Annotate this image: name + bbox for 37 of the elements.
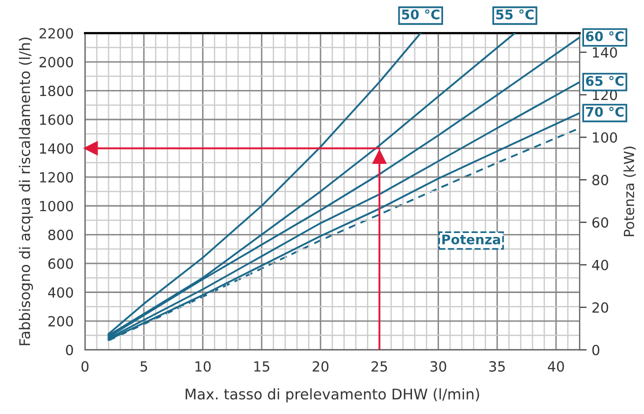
series-label: 50 °C: [402, 9, 440, 20]
y2-tick-label: 20: [592, 302, 608, 313]
y-tick-label: 2200: [40, 28, 73, 39]
y2-tick-label: 60: [592, 217, 608, 228]
x-tick-label: 10: [195, 361, 211, 372]
series-label: 60 °C: [586, 31, 624, 42]
x-axis-title: Max. tasso di prelevamento DHW (l/min): [186, 388, 480, 402]
y-tick-label: 600: [48, 258, 73, 269]
x-tick-label: 40: [548, 361, 564, 372]
x-tick-label: 15: [254, 361, 270, 372]
y2-tick-label: 0: [592, 344, 600, 356]
y-tick-label: 1200: [40, 172, 73, 183]
x-tick-label: 20: [312, 361, 328, 372]
y2-tick-label: 40: [592, 260, 608, 270]
y2-tick-label: 80: [592, 174, 608, 186]
series-label: 65 °C: [586, 76, 624, 86]
y-tick-label: 1800: [40, 86, 73, 96]
series-label: 70 °C: [586, 106, 624, 117]
x-tick-label: 35: [489, 361, 505, 372]
y2-tick-label: 140: [592, 47, 617, 58]
x-tick-label: 5: [140, 361, 148, 372]
y-tick-label: 800: [48, 230, 73, 240]
y-axis-title: Fabbisogno di acqua di riscaldamento (l/h): [18, 38, 33, 346]
y-tick-label: 2000: [40, 56, 73, 68]
y-tick-label: 0: [66, 344, 73, 356]
x-tick-label: 25: [372, 361, 388, 372]
text: Potenza: [442, 234, 500, 244]
y2-tick-label: 100: [592, 132, 617, 143]
y-tick-label: 400: [48, 287, 73, 298]
y-tick-label: 1000: [40, 200, 73, 212]
y-tick-label: 200: [48, 316, 73, 327]
y2-axis-title: Potenza (kW): [623, 146, 636, 236]
x-tick-label: 0: [82, 361, 89, 372]
series-label: 55 °C: [496, 9, 534, 20]
y-tick-label: 1600: [40, 114, 73, 125]
x-tick-label: 30: [430, 361, 446, 372]
y-tick-label: 1400: [40, 143, 73, 154]
